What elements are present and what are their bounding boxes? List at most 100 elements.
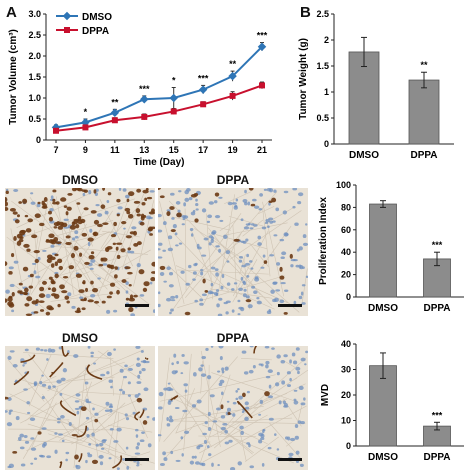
- nucleus: [276, 371, 280, 376]
- stained-nucleus: [65, 211, 69, 216]
- stained-nucleus: [18, 238, 24, 243]
- nucleus: [240, 240, 245, 243]
- nucleus: [42, 249, 47, 252]
- stained-nucleus: [24, 214, 29, 218]
- stained-nucleus: [64, 295, 70, 300]
- significance-marker: ***: [257, 31, 268, 41]
- tissue-fiber: [209, 288, 273, 299]
- nucleus: [105, 401, 110, 406]
- stained-nucleus: [50, 263, 55, 268]
- nucleus: [244, 401, 249, 406]
- nucleus: [183, 202, 187, 207]
- nucleus: [238, 287, 243, 291]
- nucleus: [116, 467, 120, 470]
- nucleus: [79, 296, 84, 300]
- nucleus: [170, 308, 174, 312]
- nucleus: [248, 369, 254, 374]
- nucleus: [244, 189, 247, 194]
- stained-nucleus: [77, 219, 83, 225]
- stained-nucleus: [23, 243, 30, 248]
- data-point-dmso: [228, 71, 237, 81]
- stained-nucleus: [116, 198, 121, 203]
- tissue-fiber: [169, 420, 306, 424]
- stained-nucleus: [151, 261, 155, 267]
- scale-bar: [125, 458, 149, 461]
- nucleus: [279, 238, 285, 242]
- nucleus: [241, 350, 247, 354]
- stained-nucleus: [37, 431, 42, 435]
- nucleus: [108, 405, 114, 409]
- stained-nucleus: [74, 188, 81, 191]
- nucleus: [258, 439, 263, 444]
- nucleus: [167, 247, 174, 252]
- stained-nucleus: [83, 207, 89, 211]
- stained-nucleus: [109, 282, 116, 287]
- nucleus: [125, 446, 129, 450]
- nucleus: [252, 365, 256, 369]
- nucleus: [265, 360, 270, 365]
- data-point-dppa: [111, 117, 118, 124]
- nucleus: [41, 374, 44, 377]
- stained-nucleus: [204, 290, 209, 293]
- nucleus: [182, 409, 188, 413]
- nucleus: [280, 282, 286, 285]
- vessel: [20, 354, 36, 363]
- nucleus: [67, 292, 72, 297]
- tissue-fiber: [159, 201, 185, 305]
- category-label: DMSO: [368, 303, 398, 314]
- vessel: [144, 357, 149, 360]
- nucleus: [100, 447, 105, 450]
- tissue-fiber: [42, 393, 72, 437]
- nucleus: [223, 234, 228, 239]
- nucleus: [181, 354, 185, 357]
- nucleus: [264, 221, 269, 224]
- nucleus: [5, 289, 10, 294]
- nucleus: [130, 313, 136, 316]
- nucleus: [197, 246, 202, 250]
- nucleus: [263, 188, 268, 191]
- bar-dmso: [369, 203, 397, 298]
- nucleus: [200, 373, 207, 377]
- tissue-fiber: [199, 414, 268, 454]
- nucleus: [46, 455, 52, 459]
- tissue-fiber: [71, 412, 137, 445]
- stained-nucleus: [233, 238, 240, 242]
- nucleus: [281, 251, 287, 256]
- nucleus: [224, 429, 228, 434]
- nucleus: [146, 215, 152, 220]
- nucleus: [184, 430, 190, 435]
- category-label: DMSO: [349, 150, 379, 161]
- stained-nucleus: [245, 299, 252, 303]
- stained-nucleus: [127, 213, 134, 219]
- nucleus: [232, 413, 236, 417]
- nucleus: [125, 281, 129, 286]
- nucleus: [293, 258, 298, 262]
- nucleus: [305, 275, 308, 279]
- stained-nucleus: [31, 234, 38, 239]
- nucleus: [110, 385, 113, 389]
- nucleus: [199, 268, 204, 272]
- nucleus: [180, 270, 185, 274]
- nucleus: [135, 346, 141, 349]
- stained-nucleus: [12, 211, 18, 215]
- nucleus: [56, 379, 62, 384]
- stained-nucleus: [106, 245, 113, 250]
- stained-nucleus: [46, 254, 53, 260]
- nucleus: [207, 411, 211, 417]
- nucleus: [72, 237, 76, 241]
- vessel: [86, 364, 103, 380]
- nucleus: [211, 231, 216, 235]
- stained-nucleus: [47, 287, 51, 291]
- nucleus: [58, 433, 63, 436]
- stained-nucleus: [48, 233, 55, 238]
- nucleus: [18, 436, 22, 441]
- nucleus: [194, 299, 198, 303]
- stained-nucleus: [79, 252, 83, 257]
- legend-marker: [62, 11, 72, 21]
- nucleus: [136, 263, 141, 268]
- nucleus: [201, 208, 207, 213]
- stained-nucleus: [114, 266, 118, 270]
- tissue-fiber: [184, 208, 187, 291]
- tissue-fiber: [8, 428, 118, 431]
- stained-nucleus: [13, 236, 17, 241]
